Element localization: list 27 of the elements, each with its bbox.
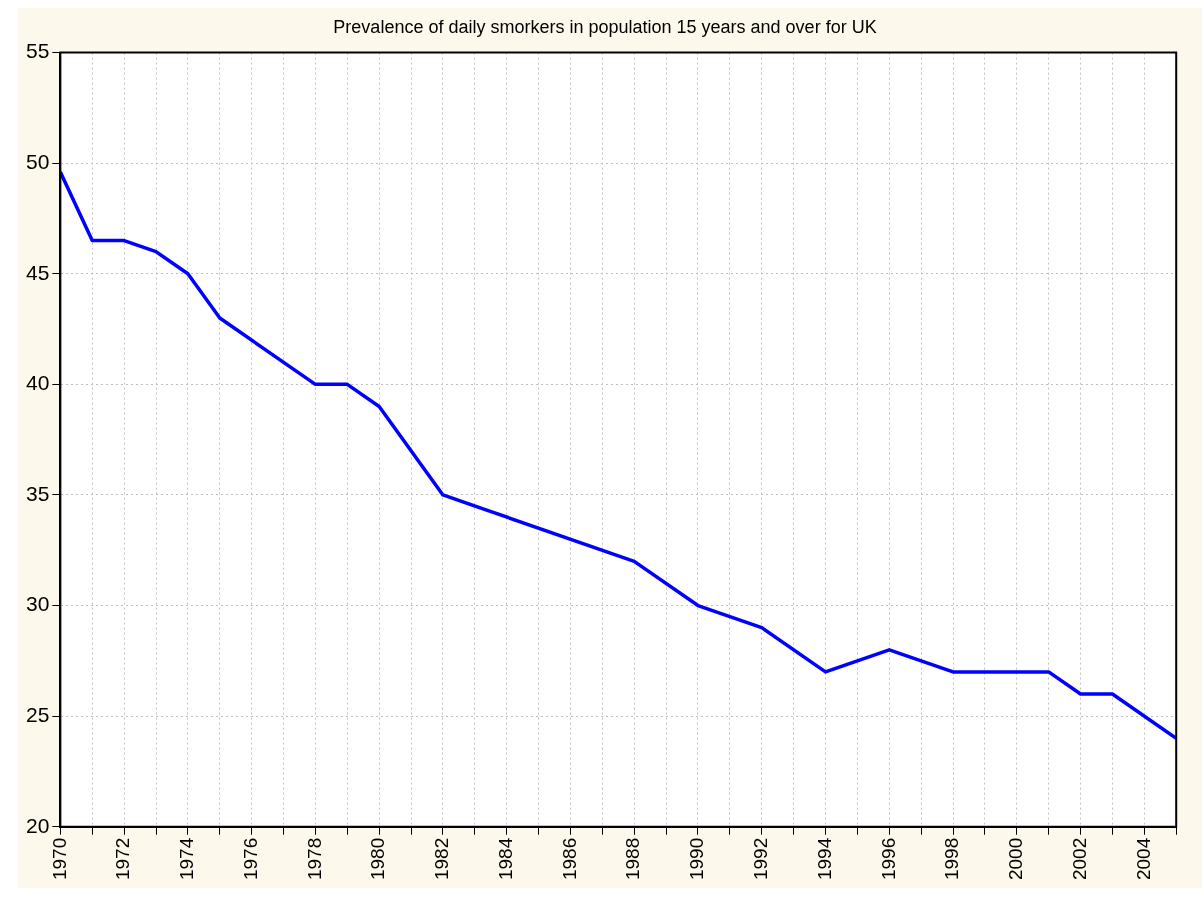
x-tick-label: 1974 — [176, 837, 198, 881]
y-tick-label: 40 — [26, 371, 50, 395]
x-tick-label: 2002 — [1068, 837, 1090, 881]
x-tick-label: 1972 — [112, 837, 134, 881]
x-tick-label: 1996 — [877, 837, 899, 881]
y-tick-label: 45 — [26, 260, 50, 284]
x-tick-label: 1998 — [941, 837, 963, 881]
x-tick-label: 1988 — [622, 837, 644, 881]
y-tick-label: 30 — [26, 592, 50, 616]
y-tick-label: 55 — [26, 39, 50, 63]
chart-title: Prevalence of daily smorkers in population 15 years and over for UK — [333, 16, 877, 37]
x-tick-label: 2004 — [1132, 837, 1154, 881]
x-tick-label: 1984 — [494, 837, 516, 881]
x-tick-label: 2000 — [1005, 837, 1027, 881]
x-tick-label: 1992 — [749, 837, 771, 881]
x-tick-label: 1986 — [558, 837, 580, 881]
x-tick-label: 1980 — [367, 837, 389, 881]
y-tick-label: 50 — [26, 149, 50, 173]
x-tick-label: 1970 — [48, 837, 70, 881]
y-tick-label: 25 — [26, 702, 50, 726]
x-tick-label: 1994 — [813, 837, 835, 881]
x-tick-label: 1976 — [239, 837, 261, 881]
x-tick-label: 1982 — [431, 837, 453, 881]
y-tick-label: 35 — [26, 481, 50, 505]
x-tick-label: 1978 — [303, 837, 325, 881]
y-tick-label: 20 — [26, 813, 50, 837]
x-tick-label: 1990 — [686, 837, 708, 881]
